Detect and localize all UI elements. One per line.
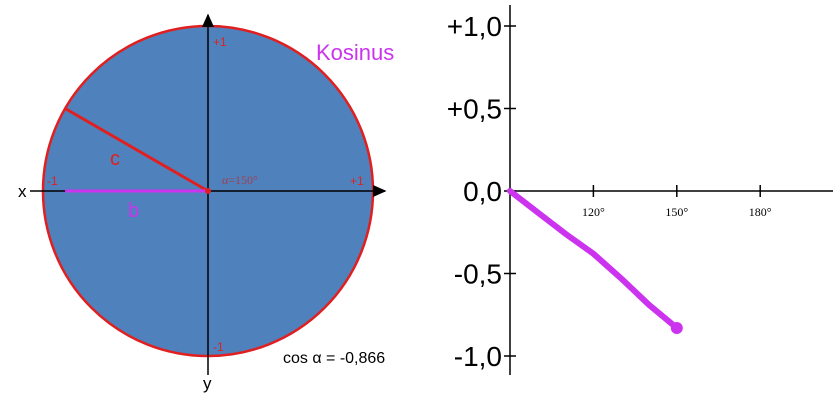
radius-label: c bbox=[110, 148, 120, 170]
end-point bbox=[670, 321, 683, 334]
center bbox=[205, 188, 211, 194]
y-label: y bbox=[203, 374, 212, 393]
x-tick-label: 120° bbox=[582, 205, 605, 219]
y-tick-label: +1,0 bbox=[447, 11, 502, 42]
y-tick-label: 0,0 bbox=[463, 176, 502, 207]
cos-curve bbox=[507, 188, 680, 331]
right-label: +1 bbox=[350, 174, 364, 188]
x-tick-label: 150° bbox=[665, 205, 688, 219]
result: cos α = -0,866 bbox=[283, 350, 385, 367]
top-label: +1 bbox=[213, 35, 227, 49]
angle-label: α=150° bbox=[222, 173, 258, 187]
bottom-label: -1 bbox=[213, 340, 224, 354]
left-label: -1 bbox=[47, 174, 58, 188]
cos-label: b bbox=[128, 200, 139, 222]
title: Kosinus bbox=[316, 40, 394, 65]
y-tick-label: +0,5 bbox=[447, 94, 502, 125]
radius bbox=[64, 107, 209, 193]
y-tick-label: -1,0 bbox=[454, 341, 502, 372]
x-tick-label: 180° bbox=[749, 205, 772, 219]
x-label: x bbox=[18, 182, 27, 201]
y-tick-label: -0,5 bbox=[454, 259, 502, 290]
